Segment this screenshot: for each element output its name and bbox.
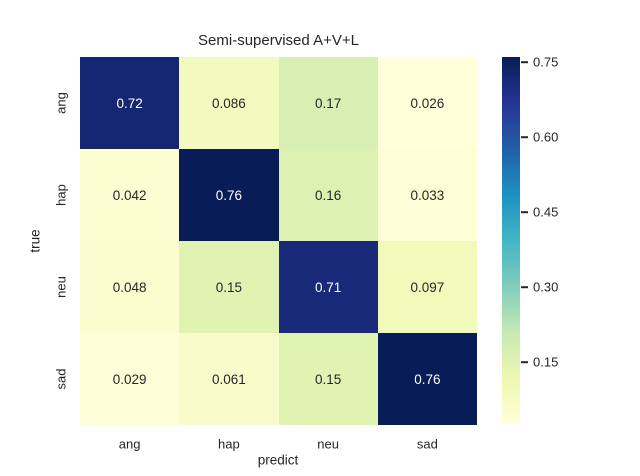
heatmap-cell-sad-hap: 0.061 <box>179 333 279 425</box>
heatmap-cell-ang-hap: 0.086 <box>179 57 279 149</box>
y-tick-hap: hap <box>53 184 69 206</box>
heatmap-cell-neu-neu: 0.71 <box>278 241 378 333</box>
heatmap-cell-hap-hap: 0.76 <box>179 149 279 241</box>
colorbar-tick-mark-0.60 <box>521 136 528 138</box>
x-axis-label: predict <box>257 452 299 468</box>
y-tick-sad: sad <box>53 368 69 390</box>
x-tick-neu: neu <box>317 436 339 452</box>
colorbar-tick-label-0.60: 0.60 <box>533 129 559 145</box>
heatmap-cell-ang-neu: 0.17 <box>278 57 378 149</box>
colorbar <box>502 57 520 424</box>
heatmap-cell-ang-sad: 0.026 <box>377 57 477 149</box>
heatmap-cell-neu-hap: 0.15 <box>179 241 279 333</box>
colorbar-tick-mark-0.30 <box>521 286 528 288</box>
colorbar-tick-label-0.45: 0.45 <box>533 204 559 220</box>
colorbar-tick-mark-0.75 <box>521 61 528 63</box>
colorbar-tick-mark-0.45 <box>521 211 528 213</box>
heatmap-cell-hap-neu: 0.16 <box>278 149 378 241</box>
colorbar-tick-label-0.75: 0.75 <box>533 54 559 70</box>
heatmap-cell-hap-ang: 0.042 <box>80 149 180 241</box>
heatmap-cell-hap-sad: 0.033 <box>377 149 477 241</box>
x-tick-hap: hap <box>218 436 240 452</box>
heatmap-cell-sad-ang: 0.029 <box>80 333 180 425</box>
y-axis-label: true <box>27 229 43 253</box>
x-tick-sad: sad <box>416 436 438 452</box>
colorbar-tick-label-0.30: 0.30 <box>533 279 559 295</box>
colorbar-tick-mark-0.15 <box>521 361 528 363</box>
heatmap-cell-ang-ang: 0.72 <box>80 57 180 149</box>
colorbar-tick-label-0.15: 0.15 <box>533 354 559 370</box>
y-tick-neu: neu <box>53 276 69 298</box>
heatmap-cell-neu-sad: 0.097 <box>377 241 477 333</box>
heatmap-cell-sad-sad: 0.76 <box>377 333 477 425</box>
x-tick-ang: ang <box>118 436 141 452</box>
y-tick-ang: ang <box>53 92 69 114</box>
chart-title: Semi-supervised A+V+L <box>198 32 359 49</box>
heatmap-cell-sad-neu: 0.15 <box>278 333 378 425</box>
heatmap-cell-neu-ang: 0.048 <box>80 241 180 333</box>
heatmap-grid: 0.72 0.086 0.17 0.026 0.042 0.76 0.16 0.033 0.04… <box>80 57 477 425</box>
